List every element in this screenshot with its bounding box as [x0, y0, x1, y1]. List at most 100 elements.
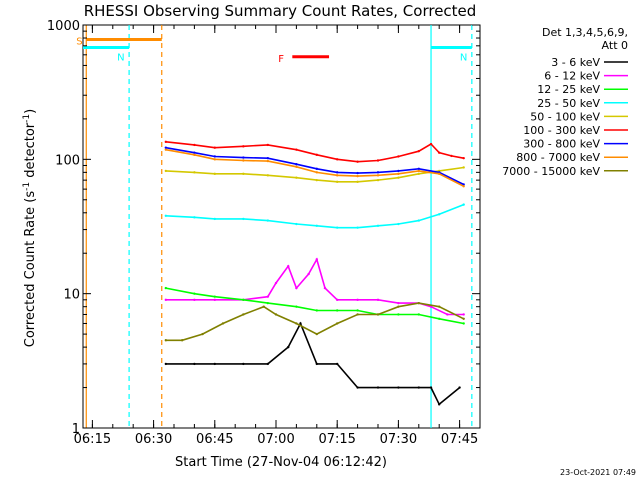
series-0-point [287, 345, 290, 349]
plot-frame [82, 24, 481, 429]
y-tick-label: 1 [72, 422, 80, 437]
y-axis-ticks: 1 10 100 1000 [47, 19, 480, 437]
series-2-point [295, 305, 298, 308]
series-5-point [213, 146, 216, 149]
series-8-point [262, 305, 265, 308]
series-0-point [397, 386, 400, 389]
series-2-point [437, 317, 441, 320]
series-2-point [315, 309, 318, 312]
series-5-point [295, 148, 298, 151]
series-7-point [397, 172, 400, 176]
series-8-point [335, 322, 339, 325]
generation-timestamp: 23-Oct-2021 07:49 [560, 468, 636, 477]
series-2-point [164, 286, 168, 290]
series-5-point [335, 158, 339, 161]
series-8-point [315, 332, 318, 336]
series-6-point [356, 171, 359, 175]
legend-header-line1: Det 1,3,4,5,6,9, [542, 26, 628, 39]
series-5-point [429, 142, 433, 146]
series-1-point [307, 272, 310, 276]
series-6-point [397, 169, 400, 173]
x-tick-label: 07:15 [318, 432, 355, 447]
series-3-point [242, 217, 245, 221]
series-5-point [266, 143, 270, 147]
series-8-point [397, 305, 400, 308]
series-5-point [242, 145, 245, 148]
series-6-point [266, 156, 270, 160]
series-2-point [266, 301, 270, 305]
series-7-point [437, 172, 441, 176]
chart-title: RHESSI Observing Summary Count Rates, Co… [84, 2, 477, 20]
series-5-point [376, 159, 380, 162]
series-0-point [356, 386, 359, 389]
series-3-point [376, 224, 380, 228]
series-3-point [417, 219, 420, 222]
series-3-point [193, 216, 196, 219]
series-2-point [335, 309, 339, 312]
series-1-point [193, 298, 196, 302]
series-0-point [315, 362, 318, 366]
series-1-point [274, 281, 278, 285]
legend-entry-label: 3 - 6 keV [551, 56, 600, 69]
y-axis-label-main: Corrected Count Rate (s [23, 191, 38, 348]
series-7-point [266, 159, 270, 163]
series-0-point [437, 403, 441, 406]
series-7-point [242, 159, 245, 162]
legend-entry-label: 300 - 800 keV [523, 138, 600, 151]
annotation-label: S [76, 36, 82, 47]
series-8-point [295, 322, 298, 325]
series-6-point [376, 171, 380, 174]
series-6-point [462, 183, 465, 186]
series-5-point [462, 156, 465, 160]
series-6-point [295, 162, 298, 166]
series-4-point [376, 178, 380, 182]
series-3-point [266, 219, 270, 222]
series-2-point [213, 295, 216, 298]
series-8-point [201, 332, 204, 336]
legend-entry-label: 800 - 7000 keV [516, 151, 600, 164]
series-4-point [462, 166, 465, 169]
series-7-point [356, 174, 359, 178]
annotation-label: N [460, 52, 467, 63]
series-line-6 [165, 146, 465, 186]
y-tick-label: 10 [63, 288, 80, 303]
series-7-point [335, 174, 339, 177]
series-8-point [180, 339, 184, 342]
x-tick-label: 06:15 [74, 432, 111, 447]
series-4-point [213, 172, 216, 176]
legend-entry-label: 12 - 25 keV [537, 83, 600, 96]
series-7-point [376, 174, 380, 177]
series-5-point [315, 153, 318, 157]
series-1-point [213, 298, 216, 302]
series-1-point [356, 298, 359, 302]
series-6-point [242, 156, 245, 159]
series-6-point [213, 155, 216, 158]
series-0-point [193, 362, 196, 366]
series-0-point [335, 362, 339, 366]
series-4-point [417, 172, 420, 176]
series-7-point [164, 148, 168, 151]
legend-entry-label: 50 - 100 keV [530, 110, 600, 123]
series-1-point [323, 286, 327, 290]
series-8-point [221, 322, 225, 325]
y-axis-label-exp1: -1 [22, 182, 32, 191]
series-4-point [193, 171, 196, 174]
series-0-point [429, 386, 433, 389]
series-6-point [417, 167, 420, 171]
series-5-point [356, 160, 359, 163]
series-8-point [376, 313, 380, 316]
series-1-point [397, 301, 400, 305]
series-6-point [193, 151, 196, 154]
y-axis-label-end: ) [23, 109, 38, 114]
y-tick-label: 100 [55, 153, 80, 168]
series-3-point [164, 214, 168, 217]
series-0-point [458, 386, 461, 389]
series-4-point [164, 169, 168, 173]
series-line-2 [165, 287, 464, 325]
series-7-point [315, 171, 318, 174]
vertical-markers [85, 25, 473, 428]
x-tick-label: 07:45 [441, 432, 478, 447]
series-3-point [437, 213, 441, 216]
series-8-point [242, 313, 245, 316]
